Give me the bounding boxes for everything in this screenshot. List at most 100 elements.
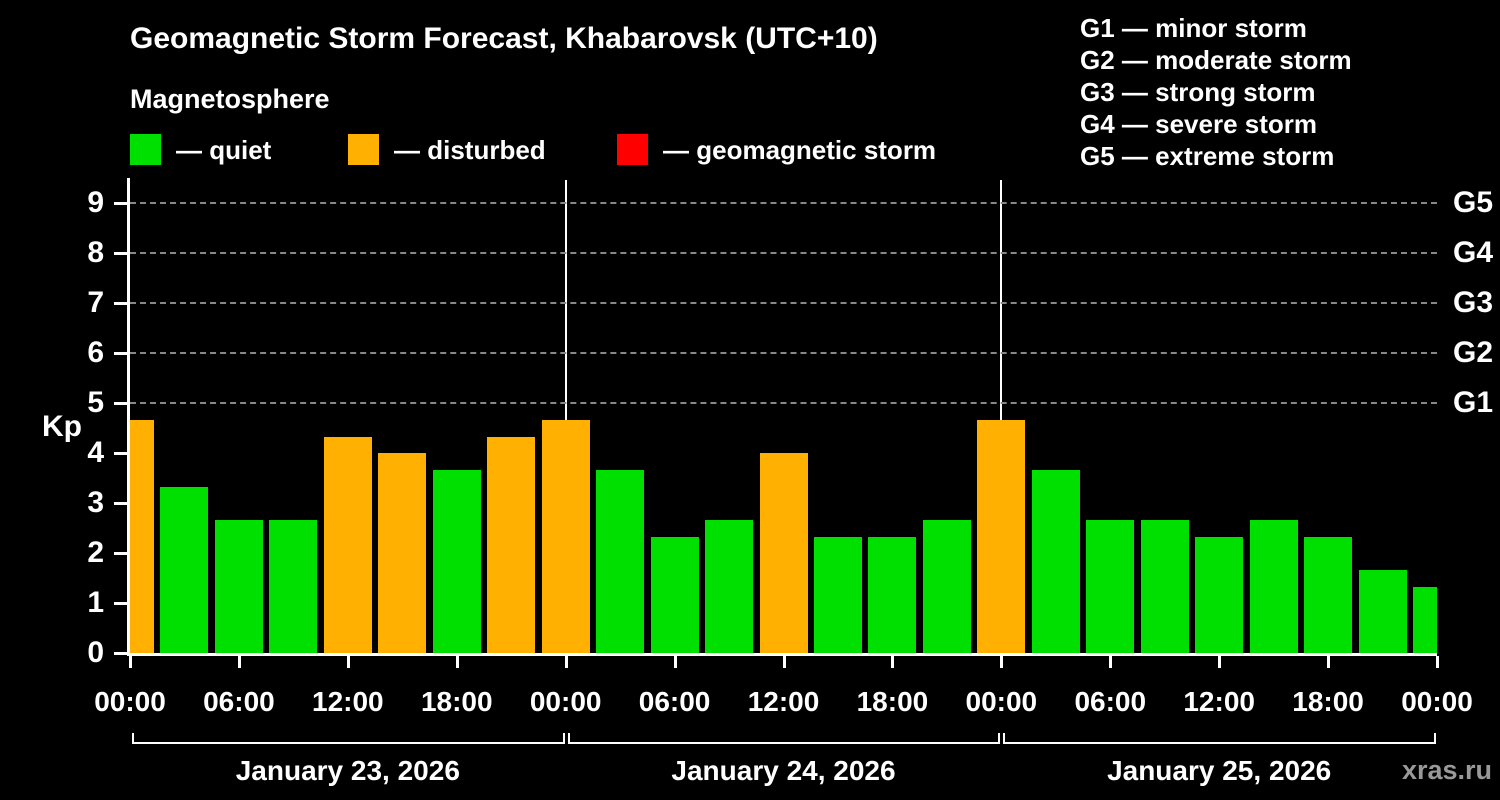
g4-legend-item: G4 — severe storm	[1080, 109, 1318, 139]
bars-area	[130, 180, 1437, 653]
y-axis-title: Kp	[42, 410, 82, 443]
day-divider	[1000, 180, 1003, 653]
y-tick-label: 1	[87, 586, 104, 619]
day-bracket-line	[567, 742, 999, 744]
g-axis-label: G1	[1453, 386, 1494, 419]
y-axis-tick	[114, 452, 127, 455]
y-axis-tick	[114, 652, 127, 655]
x-tick-label: 00:00	[965, 686, 1038, 717]
x-axis-tick	[1218, 656, 1222, 668]
kp-bar	[1304, 536, 1353, 653]
disturbed-color-swatch	[348, 134, 379, 165]
kp-bar	[596, 469, 645, 653]
kp-gridline	[130, 252, 1437, 254]
x-axis-tick	[1000, 656, 1004, 668]
day-bracket-cap	[998, 733, 1001, 744]
day-bracket-cap	[1003, 733, 1006, 744]
y-axis-tick	[114, 502, 127, 505]
kp-bar	[1140, 519, 1189, 653]
kp-bar	[269, 519, 318, 653]
kp-bar	[432, 469, 481, 653]
g2-legend-item: G2 — moderate storm	[1080, 45, 1352, 75]
kp-bar	[1358, 569, 1407, 653]
quiet-color-swatch	[130, 134, 161, 165]
x-tick-label: 00:00	[1401, 686, 1473, 717]
y-axis-tick	[114, 352, 127, 355]
y-tick-label: 0	[87, 636, 104, 669]
g-axis-label: G5	[1453, 186, 1494, 219]
day-label: January 24, 2026	[671, 755, 896, 786]
y-tick-label: 2	[87, 536, 104, 569]
x-tick-label: 00:00	[529, 686, 602, 717]
x-tick-label: 18:00	[856, 686, 929, 717]
y-tick-label: 6	[87, 336, 104, 369]
x-tick-label: 00:00	[94, 686, 166, 717]
kp-bar	[378, 453, 427, 653]
kp-bar	[868, 536, 917, 653]
x-tick-label: 12:00	[312, 686, 384, 717]
day-bracket-cap	[132, 733, 134, 744]
day-bracket-cap	[1434, 733, 1436, 744]
quiet-legend-label: — quiet	[176, 135, 272, 165]
g3-legend-item: G3 — strong storm	[1080, 77, 1316, 107]
kp-bar	[813, 536, 862, 653]
y-axis-line	[127, 178, 130, 656]
kp-bar	[922, 519, 971, 653]
g-axis-label: G2	[1453, 336, 1494, 369]
kp-gridline	[130, 302, 1437, 304]
y-tick-label: 3	[87, 486, 104, 519]
kp-bar	[214, 519, 263, 653]
xras-watermark: xras.ru	[1401, 755, 1492, 785]
x-axis-line	[127, 653, 1437, 656]
x-tick-label: 18:00	[1292, 686, 1364, 717]
y-axis-tick	[114, 252, 127, 255]
x-tick-label: 06:00	[203, 686, 275, 717]
x-tick-label: 18:00	[420, 686, 493, 717]
x-tick-label: 06:00	[638, 686, 711, 717]
kp-bar	[1413, 586, 1437, 653]
x-axis-tick	[1436, 656, 1439, 668]
kp-bar	[160, 486, 209, 653]
x-axis-tick	[564, 656, 568, 668]
kp-gridline	[130, 402, 1437, 404]
g5-legend-item: G5 — extreme storm	[1080, 141, 1335, 171]
kp-bar	[1086, 519, 1135, 653]
day-label: January 25, 2026	[1107, 755, 1332, 786]
page-title: Geomagnetic Storm Forecast, Khabarovsk (…	[130, 22, 878, 55]
kp-bar	[650, 536, 699, 653]
kp-bar	[759, 453, 808, 653]
g-scale-legend: G1 — minor storm G2 — moderate storm G3 …	[1080, 12, 1352, 172]
x-axis-tick	[673, 656, 677, 668]
y-tick-label: 8	[87, 236, 104, 269]
kp-bar	[487, 436, 536, 653]
x-axis-tick	[455, 656, 459, 668]
x-axis-tick	[346, 656, 350, 668]
day-divider	[564, 180, 567, 653]
y-axis-tick	[114, 552, 127, 555]
y-axis-tick	[114, 602, 127, 605]
kp-bar	[1031, 469, 1080, 653]
x-axis-tick	[1327, 656, 1331, 668]
y-tick-label: 7	[87, 286, 104, 319]
storm-color-swatch	[617, 134, 648, 165]
kp-gridline	[130, 352, 1437, 354]
kp-bar	[977, 419, 1026, 653]
day-bracket-cap	[562, 733, 565, 744]
x-axis-tick	[1109, 656, 1113, 668]
y-tick-label: 5	[87, 386, 104, 419]
kp-bar	[705, 519, 754, 653]
day-bracket-line	[132, 742, 563, 744]
day-bracket-line	[1003, 742, 1434, 744]
g1-legend-item: G1 — minor storm	[1080, 13, 1307, 43]
y-axis-tick	[114, 302, 127, 305]
day-label: January 23, 2026	[235, 755, 460, 786]
storm-legend-label: — geomagnetic storm	[663, 135, 937, 165]
x-axis-tick	[891, 656, 895, 668]
y-tick-label: 9	[87, 186, 104, 219]
disturbed-legend-label: — disturbed	[394, 135, 546, 165]
kp-bar	[1249, 519, 1298, 653]
x-tick-label: 12:00	[1183, 686, 1255, 717]
day-bracket-cap	[567, 733, 570, 744]
